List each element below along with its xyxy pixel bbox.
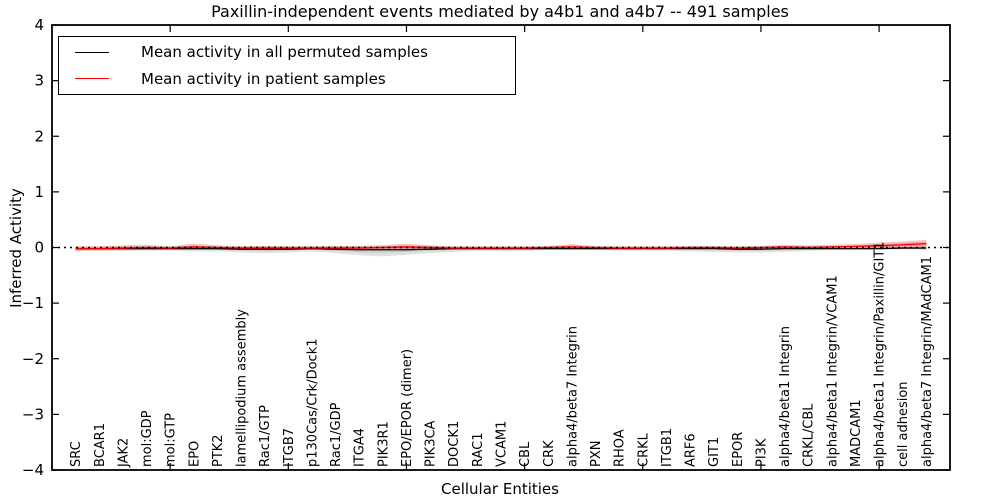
- y-tick-label: 4: [34, 16, 44, 34]
- y-tick-label: −3: [22, 405, 44, 423]
- y-tick-label: 1: [34, 183, 44, 201]
- category-label: CRK: [542, 440, 557, 467]
- category-label: DOCK1: [447, 421, 462, 467]
- legend-item-permuted: Mean activity in all permuted samples: [59, 39, 515, 65]
- y-tick-label: 3: [34, 72, 44, 90]
- permuted-line-swatch: [75, 51, 109, 53]
- category-label: PI3K: [754, 438, 769, 467]
- y-tick-label: 2: [34, 127, 44, 145]
- category-label: ITGA4: [353, 428, 368, 467]
- category-label: alpha4/beta1 Integrin/Paxillin/GIT1: [873, 241, 888, 467]
- category-label: ITGB1: [660, 428, 675, 467]
- category-label: RAC1: [471, 432, 486, 467]
- category-label: EPOR: [731, 432, 746, 467]
- category-label: EPO: [187, 441, 202, 467]
- category-label: PTK2: [211, 434, 226, 467]
- category-label: PIK3CA: [424, 420, 439, 467]
- x-axis-label: Cellular Entities: [441, 480, 559, 498]
- legend-item-patient: Mean activity in patient samples: [59, 66, 515, 92]
- category-label: cell adhesion: [896, 381, 911, 467]
- category-label: CRKL: [636, 432, 651, 467]
- category-label: lamellipodium assembly: [235, 309, 250, 467]
- category-label: ARF6: [684, 433, 699, 467]
- y-tick-label: −4: [22, 461, 44, 479]
- legend: Mean activity in all permuted samples Me…: [58, 36, 516, 95]
- category-label: PXN: [589, 441, 604, 467]
- category-label: mol:GDP: [140, 410, 155, 467]
- legend-label-permuted: Mean activity in all permuted samples: [141, 43, 428, 62]
- category-label: PIK3R1: [376, 421, 391, 467]
- category-label: SRC: [69, 441, 84, 467]
- category-label: p130Cas/Crk/Dock1: [305, 338, 320, 467]
- category-label: ITGB7: [282, 428, 297, 467]
- category-label: Rac1/GDP: [329, 402, 344, 467]
- chart-title: Paxillin-independent events mediated by …: [211, 2, 789, 21]
- category-label: alpha4/beta1 Integrin: [778, 326, 793, 467]
- category-label: VCAM1: [495, 421, 510, 467]
- category-label: mol:GTP: [164, 413, 179, 467]
- category-label: MADCAM1: [849, 399, 864, 467]
- category-label: CRKL/CBL: [802, 403, 817, 467]
- y-tick-label: −2: [22, 350, 44, 368]
- category-label: alpha4/beta7 Integrin/MAdCAM1: [920, 256, 935, 467]
- category-label: GIT1: [707, 437, 722, 467]
- category-label: RHOA: [613, 429, 628, 467]
- y-tick-label: −1: [22, 294, 44, 312]
- category-label: EPO/EPOR (dimer): [400, 349, 415, 467]
- category-label: CBL: [518, 441, 533, 467]
- category-label: alpha4/beta1 Integrin/VCAM1: [825, 275, 840, 467]
- category-label: alpha4/beta7 Integrin: [565, 326, 580, 467]
- category-label: BCAR1: [93, 423, 108, 467]
- category-label: JAK2: [116, 438, 131, 468]
- patient-line-swatch: [75, 78, 109, 80]
- y-tick-label: 0: [34, 239, 44, 257]
- category-label: Rac1/GTP: [258, 405, 273, 467]
- y-axis-label: Inferred Activity: [7, 188, 25, 308]
- legend-label-patient: Mean activity in patient samples: [141, 69, 386, 88]
